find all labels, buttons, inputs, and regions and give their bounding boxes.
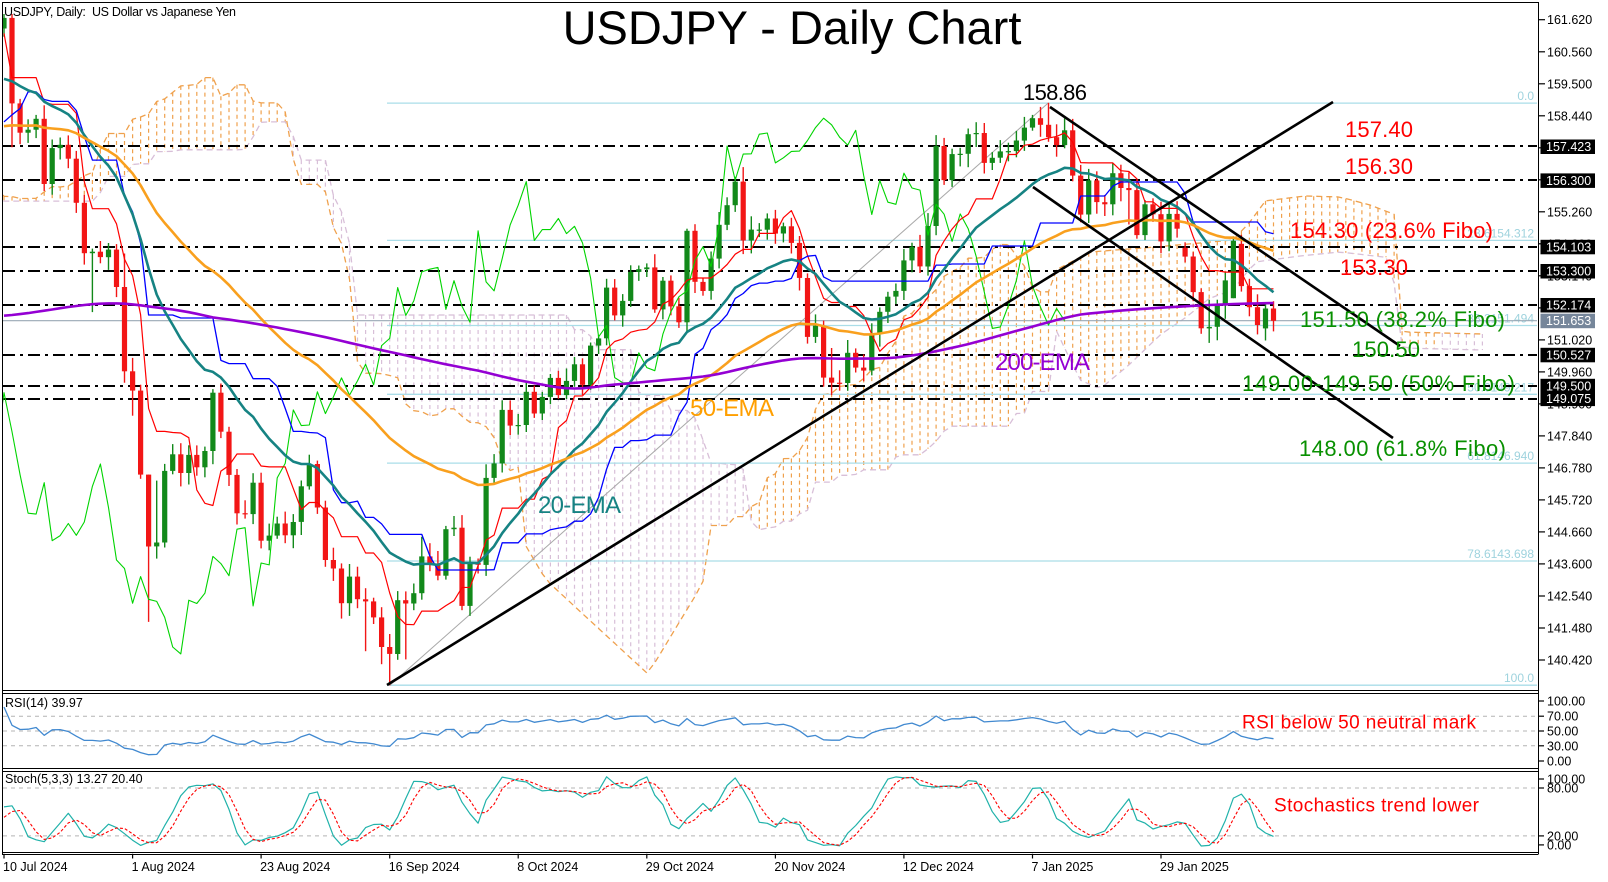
svg-text:10 Jul 2024: 10 Jul 2024 — [3, 860, 68, 874]
svg-text:0.00: 0.00 — [1547, 838, 1571, 852]
svg-text:80.00: 80.00 — [1547, 782, 1578, 796]
svg-text:146.780: 146.780 — [1547, 461, 1592, 475]
svg-text:158.440: 158.440 — [1547, 109, 1592, 123]
svg-text:Stochastics trend lower: Stochastics trend lower — [1274, 796, 1480, 817]
svg-text:RSI(14) 39.97: RSI(14) 39.97 — [5, 696, 83, 710]
svg-text:23 Aug 2024: 23 Aug 2024 — [260, 860, 330, 874]
svg-text:140.420: 140.420 — [1547, 654, 1592, 668]
svg-text:150.527: 150.527 — [1546, 348, 1591, 362]
svg-text:50.00: 50.00 — [1547, 725, 1578, 739]
svg-text:50.0149.217: 50.0149.217 — [1467, 380, 1534, 394]
svg-text:78.6143.698: 78.6143.698 — [1467, 547, 1534, 561]
svg-text:144.660: 144.660 — [1547, 525, 1592, 539]
svg-text:100.0: 100.0 — [1504, 671, 1534, 685]
svg-text:29 Jan 2025: 29 Jan 2025 — [1160, 860, 1229, 874]
svg-text:148.00 (61.8% Fibo): 148.00 (61.8% Fibo) — [1299, 436, 1506, 461]
svg-text:61.8146.940: 61.8146.940 — [1467, 449, 1534, 463]
svg-text:150.50: 150.50 — [1352, 337, 1420, 362]
svg-text:142.540: 142.540 — [1547, 590, 1592, 604]
svg-text:149.00-149.50 (50% Fibo): 149.00-149.50 (50% Fibo) — [1242, 371, 1515, 396]
svg-text:149.500: 149.500 — [1546, 379, 1591, 393]
svg-text:156.30: 156.30 — [1345, 154, 1413, 179]
svg-text:0.00: 0.00 — [1547, 755, 1571, 769]
svg-text:RSI below 50 neutral mark: RSI below 50 neutral mark — [1242, 713, 1477, 734]
svg-text:1 Aug 2024: 1 Aug 2024 — [132, 860, 195, 874]
svg-text:154.30 (23.6% Fibo): 154.30 (23.6% Fibo) — [1290, 218, 1493, 243]
svg-text:149.960: 149.960 — [1547, 365, 1592, 379]
svg-text:100.00: 100.00 — [1547, 773, 1585, 787]
svg-text:152.174: 152.174 — [1546, 299, 1591, 313]
svg-text:143.600: 143.600 — [1547, 557, 1592, 571]
svg-text:100.00: 100.00 — [1547, 695, 1585, 709]
svg-text:147.840: 147.840 — [1547, 429, 1592, 443]
svg-text:161.620: 161.620 — [1547, 13, 1592, 27]
svg-text:0.0: 0.0 — [1517, 89, 1534, 103]
svg-text:160.560: 160.560 — [1547, 45, 1592, 59]
svg-text:155.260: 155.260 — [1547, 205, 1592, 219]
svg-text:151.020: 151.020 — [1547, 333, 1592, 347]
svg-text:USDJPY - Daily Chart: USDJPY - Daily Chart — [563, 1, 1022, 54]
svg-text:158.86: 158.86 — [1023, 80, 1087, 105]
svg-text:151.50 (38.2% Fibo): 151.50 (38.2% Fibo) — [1300, 307, 1505, 332]
svg-text:156.300: 156.300 — [1546, 174, 1591, 188]
svg-text:149.075: 149.075 — [1546, 392, 1591, 406]
svg-text:Stoch(5,3,3) 13.27 20.40: Stoch(5,3,3) 13.27 20.40 — [5, 772, 143, 786]
svg-text:23.6154.312: 23.6154.312 — [1467, 226, 1534, 240]
svg-text:20-EMA: 20-EMA — [538, 492, 621, 519]
svg-text:151.653: 151.653 — [1546, 314, 1591, 328]
svg-text:141.480: 141.480 — [1547, 622, 1592, 636]
svg-text:50-EMA: 50-EMA — [690, 395, 774, 422]
svg-text:154.103: 154.103 — [1546, 240, 1591, 254]
svg-text:16 Sep 2024: 16 Sep 2024 — [389, 860, 460, 874]
svg-text:157.40: 157.40 — [1345, 117, 1413, 142]
svg-text:20.00: 20.00 — [1547, 829, 1578, 843]
svg-text:70.00: 70.00 — [1547, 710, 1578, 724]
svg-text:157.423: 157.423 — [1546, 140, 1591, 154]
svg-text:8 Oct 2024: 8 Oct 2024 — [517, 860, 578, 874]
svg-text:20 Nov 2024: 20 Nov 2024 — [774, 860, 845, 874]
svg-text:153.30: 153.30 — [1340, 255, 1408, 280]
svg-text:7 Jan 2025: 7 Jan 2025 — [1032, 860, 1094, 874]
svg-text:38.2151.494: 38.2151.494 — [1467, 312, 1534, 326]
svg-text:159.500: 159.500 — [1547, 77, 1592, 91]
svg-text:30.00: 30.00 — [1547, 739, 1578, 753]
svg-text:200-EMA: 200-EMA — [995, 349, 1090, 376]
svg-text:153.300: 153.300 — [1546, 265, 1591, 279]
svg-text:USDJPY, Daily: US Dollar vs J: USDJPY, Daily: US Dollar vs Japanese Yen — [4, 5, 236, 19]
svg-text:12 Dec 2024: 12 Dec 2024 — [903, 860, 974, 874]
svg-text:145.720: 145.720 — [1547, 493, 1592, 507]
svg-text:29 Oct 2024: 29 Oct 2024 — [646, 860, 714, 874]
